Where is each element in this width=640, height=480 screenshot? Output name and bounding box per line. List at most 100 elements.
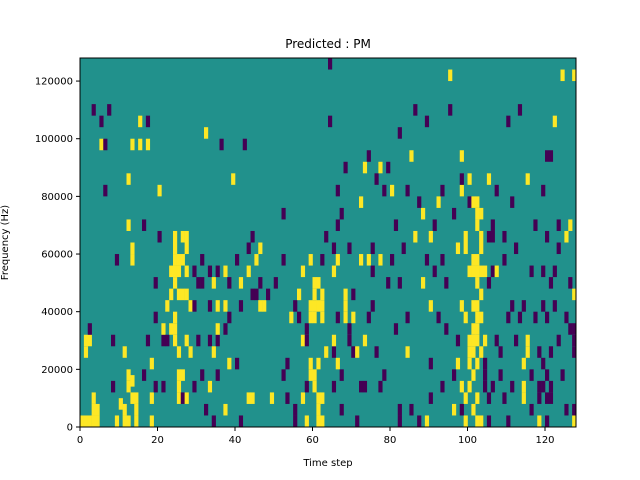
heatmap-cell-low (254, 288, 259, 301)
heatmap-cell-low (103, 138, 108, 151)
heatmap-cell-low (335, 219, 340, 231)
heatmap-cell-low (211, 415, 216, 427)
heatmap-cell-low (297, 311, 302, 324)
heatmap-cell-low (537, 380, 542, 393)
heatmap-cell-low (405, 311, 410, 324)
heatmap-cell-high (421, 277, 426, 289)
heatmap-cell-high (479, 415, 484, 427)
heatmap-cell-high (335, 254, 340, 266)
heatmap-cell-high (479, 207, 484, 220)
heatmap-cell-high (169, 323, 174, 335)
heatmap-cell-low (145, 115, 151, 128)
heatmap-cell-low (548, 150, 554, 162)
heatmap-cell-high (297, 288, 302, 301)
heatmap-cell-high (173, 254, 178, 266)
heatmap-cell-high (471, 300, 476, 312)
heatmap-cell-high (95, 403, 100, 416)
heatmap-cell-low (235, 357, 240, 370)
heatmap-cell-high (211, 277, 216, 289)
x-axis-title: Time step (302, 458, 352, 469)
heatmap-cell-low (517, 104, 523, 116)
heatmap-cell-low (246, 242, 251, 255)
heatmap-cell-low (250, 288, 255, 301)
heatmap-cell-high (138, 138, 143, 151)
heatmap-cell-high (537, 415, 542, 427)
heatmap-cell-high (238, 277, 244, 289)
heatmap-cell-low (537, 392, 542, 404)
heatmap-cell-high (126, 380, 131, 393)
heatmap-cell-high (316, 277, 321, 289)
heatmap-cell-low (552, 265, 557, 278)
heatmap-cell-high (479, 242, 484, 255)
heatmap-cell-low (537, 346, 542, 358)
heatmap-cell-high (138, 115, 143, 128)
heatmap-cell-low (366, 150, 371, 162)
heatmap-cell-high (149, 415, 154, 427)
heatmap-cell-low (293, 300, 298, 312)
heatmap-cell-low (196, 277, 201, 289)
heatmap-cell-low (227, 311, 232, 324)
heatmap-cell-low (393, 219, 399, 231)
heatmap-cell-high (331, 265, 337, 278)
heatmap-cell-high (161, 323, 166, 335)
heatmap-cell-high (254, 254, 259, 266)
heatmap-cell-high (215, 300, 220, 312)
heatmap-cell-high (83, 334, 89, 347)
heatmap-cell-low (502, 230, 507, 243)
heatmap-cell-high (471, 403, 476, 416)
heatmap-cell-high (455, 242, 461, 255)
heatmap-cell-low (572, 403, 577, 416)
heatmap-cell-low (390, 254, 395, 266)
heatmap-cell-high (483, 265, 488, 278)
heatmap-cell-high (308, 369, 313, 381)
heatmap-cell-low (459, 403, 464, 416)
heatmap-cell-high (316, 300, 321, 312)
heatmap-cell-high (80, 415, 85, 427)
heatmap-cell-low (374, 346, 379, 358)
heatmap-cell-low (200, 277, 205, 289)
y-tick-label: 0 (67, 423, 73, 434)
heatmap-cell-high (149, 392, 154, 404)
heatmap-cell-low (498, 346, 503, 358)
heatmap-cell-low (153, 277, 158, 289)
heatmap-cell-low (541, 380, 546, 393)
chart-title: Predicted : PM (285, 37, 371, 51)
heatmap-cell-low (161, 380, 166, 393)
heatmap-cell-low (486, 392, 492, 404)
heatmap-cell-high (467, 380, 472, 393)
heatmap-cell-low (161, 334, 166, 347)
heatmap-cell-high (552, 115, 557, 128)
heatmap-cell-high (320, 311, 325, 324)
heatmap-cell-low (506, 311, 511, 324)
heatmap-cell-low (452, 369, 457, 381)
heatmap-cell-low (545, 150, 550, 162)
heatmap-cell-high (176, 380, 182, 393)
heatmap-cell-high (169, 265, 174, 278)
heatmap-cell-low (331, 380, 337, 393)
heatmap-cell-low (266, 288, 271, 301)
heatmap-cell-high (134, 392, 139, 404)
heatmap-cell-high (246, 392, 251, 404)
heatmap-cell-high (471, 196, 476, 208)
heatmap-cell-low (285, 357, 290, 370)
heatmap-cell-low (393, 323, 399, 335)
heatmap-cell-high (180, 288, 185, 301)
heatmap-cell-low (204, 403, 209, 416)
heatmap-cell-high (409, 150, 414, 162)
heatmap-cell-high (525, 334, 530, 347)
heatmap-cell-low (517, 311, 523, 324)
heatmap-cell-high (173, 277, 178, 289)
heatmap-cell-high (471, 254, 476, 266)
heatmap-cell-high (320, 392, 325, 404)
heatmap-cell-low (215, 334, 220, 347)
heatmap-cell-low (242, 138, 247, 151)
heatmap-cell-high (483, 334, 488, 347)
heatmap-cell-high (324, 346, 329, 358)
heatmap-cell-low (486, 415, 492, 427)
heatmap-cell-low (556, 334, 561, 347)
heatmap-cell-high (525, 173, 530, 185)
heatmap-cell-high (188, 300, 193, 312)
heatmap-cell-low (331, 346, 337, 358)
heatmap-cell-low (467, 196, 472, 208)
